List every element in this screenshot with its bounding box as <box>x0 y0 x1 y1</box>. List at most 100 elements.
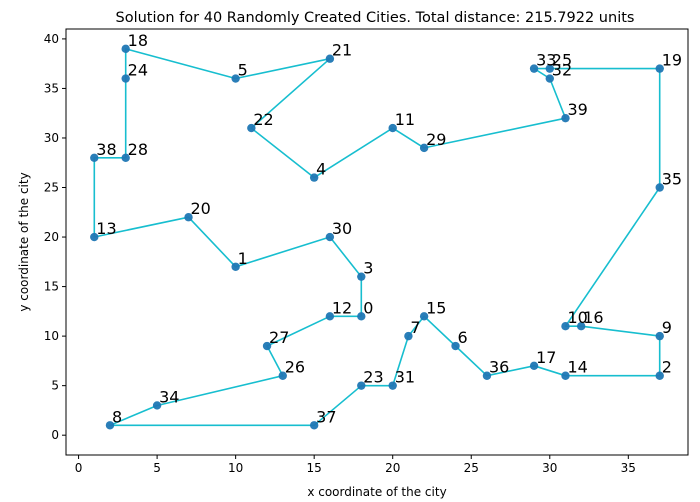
city-label: 37 <box>316 407 336 426</box>
city-point <box>655 331 664 341</box>
y-tick-label: 10 <box>44 329 59 343</box>
city-label: 1 <box>238 249 248 268</box>
x-tick-label: 15 <box>307 461 322 475</box>
x-axis-label: x coordinate of the city <box>307 485 446 499</box>
city-point <box>90 153 99 162</box>
city-point <box>357 381 366 390</box>
city-label: 25 <box>552 51 572 70</box>
city-label: 2 <box>662 358 672 377</box>
city-point <box>90 232 99 242</box>
city-point <box>309 421 319 430</box>
city-point <box>105 421 115 430</box>
y-tick-label: 25 <box>44 181 59 195</box>
city-point <box>325 312 335 321</box>
city-label: 3 <box>363 259 373 278</box>
x-axis: 0 5 10 15 20 25 30 35 <box>75 455 636 475</box>
city-point <box>576 322 586 331</box>
city-point <box>357 272 366 281</box>
city-label: 8 <box>112 407 122 426</box>
x-tick-label: 10 <box>228 461 243 475</box>
city-point <box>231 262 240 271</box>
city-label: 36 <box>489 358 509 377</box>
city-point <box>231 74 240 83</box>
city-point <box>419 143 429 153</box>
y-axis-label: y coordinate of the city <box>17 172 31 311</box>
y-tick-label: 40 <box>44 32 59 46</box>
city-point <box>325 232 335 242</box>
city-label: 32 <box>552 61 572 80</box>
city-label: 39 <box>567 100 587 119</box>
city-label: 24 <box>128 61 148 80</box>
city-point <box>121 153 130 162</box>
city-label: 20 <box>191 199 211 218</box>
city-label: 10 <box>567 308 587 327</box>
city-point <box>482 371 492 380</box>
x-tick-label: 30 <box>542 461 557 475</box>
y-tick-label: 30 <box>44 131 59 145</box>
city-label: 23 <box>363 368 383 387</box>
city-point <box>388 381 397 390</box>
city-point <box>184 213 193 222</box>
city-label: 13 <box>96 219 116 238</box>
city-label: 22 <box>253 110 273 129</box>
city-point <box>545 74 554 83</box>
city-label: 6 <box>458 328 468 347</box>
city-point <box>561 322 570 331</box>
x-tick-label: 0 <box>75 461 83 475</box>
city-label: 33 <box>536 51 556 70</box>
city-label: 26 <box>285 358 305 377</box>
city-point <box>357 312 366 321</box>
city-point <box>451 341 460 351</box>
city-label: 38 <box>96 140 116 159</box>
plot-area <box>65 28 689 456</box>
city-point <box>388 123 397 133</box>
y-tick-label: 15 <box>44 280 59 294</box>
city-point <box>529 64 539 73</box>
city-label: 19 <box>662 51 682 70</box>
city-point <box>545 64 554 73</box>
city-label: 29 <box>426 130 446 149</box>
city-labels: 0123456789101112131415161718192021222324… <box>96 31 682 426</box>
city-label: 11 <box>395 110 415 129</box>
city-label: 0 <box>363 298 373 317</box>
city-point <box>529 361 539 371</box>
city-label: 30 <box>332 219 352 238</box>
city-point <box>152 401 162 410</box>
y-tick-label: 0 <box>51 428 59 442</box>
city-label: 17 <box>536 348 556 367</box>
city-label: 35 <box>662 170 682 189</box>
city-label: 4 <box>316 160 326 179</box>
city-point <box>655 183 664 192</box>
city-label: 28 <box>128 140 148 159</box>
city-point <box>325 54 335 63</box>
city-label: 5 <box>238 61 248 80</box>
city-label: 31 <box>395 368 415 387</box>
city-label: 14 <box>567 358 587 377</box>
city-point <box>309 173 319 182</box>
x-tick-label: 5 <box>153 461 161 475</box>
city-label: 7 <box>410 318 420 337</box>
city-point <box>262 341 272 351</box>
y-tick-label: 35 <box>44 81 59 95</box>
city-point <box>121 74 130 83</box>
city-label: 18 <box>128 31 148 50</box>
city-label: 12 <box>332 298 352 317</box>
city-label: 16 <box>583 308 603 327</box>
city-label: 9 <box>662 318 672 337</box>
city-point <box>561 371 570 380</box>
x-tick-label: 35 <box>621 461 636 475</box>
city-point <box>561 113 570 123</box>
city-point <box>247 123 256 133</box>
city-label: 27 <box>269 328 289 347</box>
y-tick-label: 20 <box>44 230 59 244</box>
city-markers <box>90 44 664 430</box>
city-point <box>655 371 664 380</box>
city-point <box>404 331 413 341</box>
city-point <box>121 44 130 54</box>
city-point <box>419 312 429 321</box>
x-tick-label: 25 <box>464 461 479 475</box>
x-tick-label: 20 <box>385 461 400 475</box>
city-label: 15 <box>426 298 446 317</box>
